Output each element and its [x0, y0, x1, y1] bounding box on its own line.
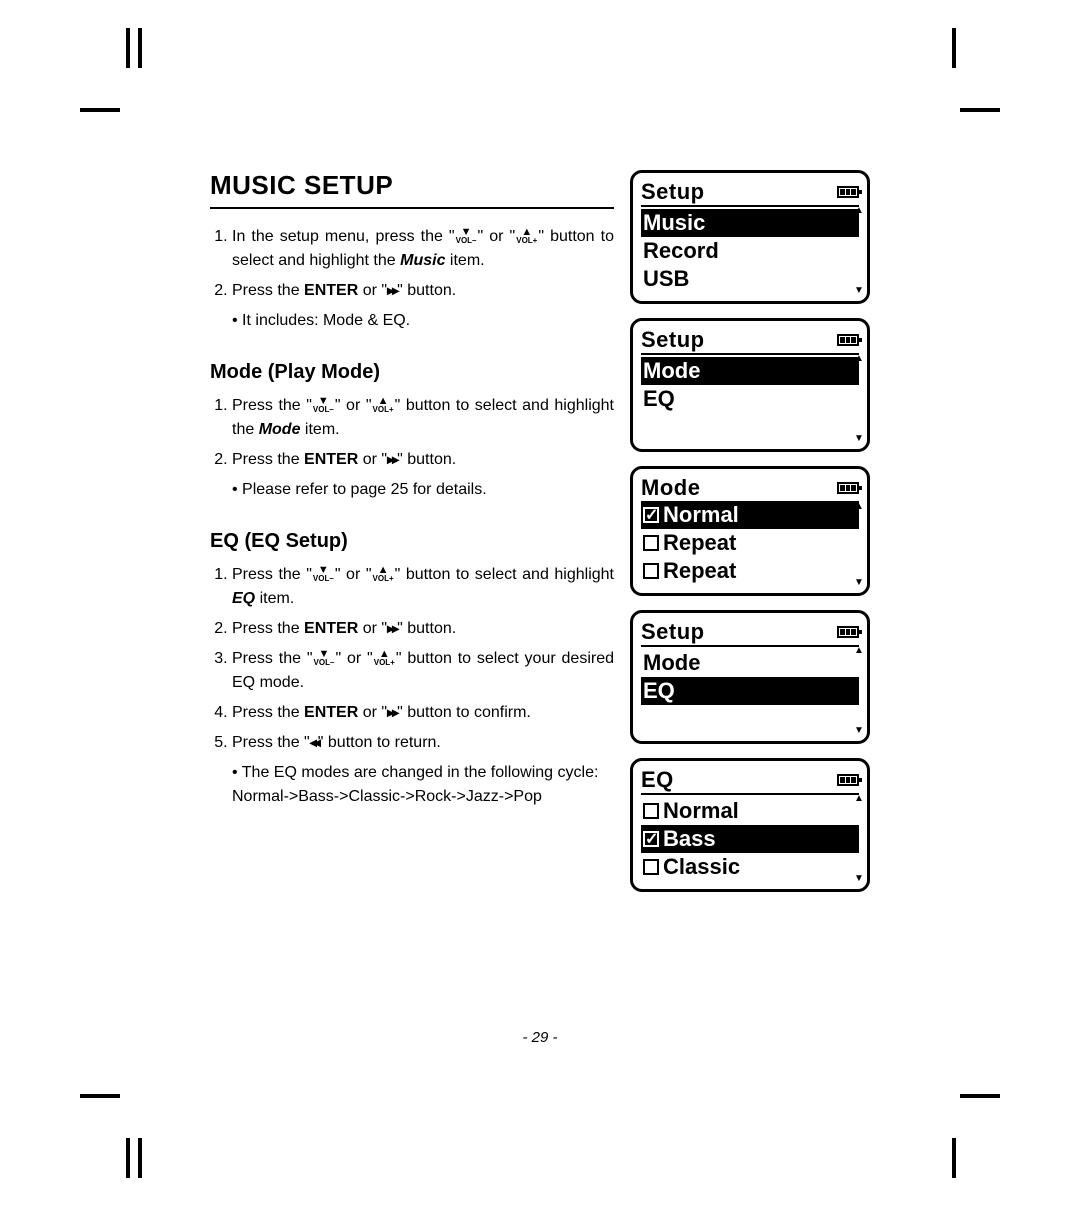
eq-heading: EQ (EQ Setup) [210, 530, 614, 553]
manual-page: MUSIC SETUP In the setup menu, press the… [210, 170, 870, 1056]
screen-row: Mode [641, 357, 859, 385]
screen-row-label: Normal [663, 502, 739, 528]
screen-title: Mode [641, 475, 700, 501]
battery-icon [837, 626, 859, 638]
screen-title: Setup [641, 327, 705, 353]
screen-row: Normal [641, 797, 859, 825]
screen-row: Record [641, 237, 859, 265]
intro-steps: In the setup menu, press the "▼VOL–" or … [210, 225, 614, 303]
screen-row-label: Classic [663, 854, 740, 880]
battery-icon [837, 186, 859, 198]
scrollbar: ▲▼ [854, 355, 862, 443]
intro-step-1: In the setup menu, press the "▼VOL–" or … [232, 225, 614, 273]
eq-step-4: Press the ENTER or "▸▸" button to confir… [232, 701, 614, 725]
screen-row-label: USB [643, 266, 689, 292]
eq-notes: The EQ modes are changed in the followin… [210, 761, 614, 809]
screen-row-label: Repeat [663, 530, 736, 556]
vol-up-icon: ▲VOL+ [373, 566, 394, 583]
screen-row: USB [641, 265, 859, 293]
vol-down-icon: ▼VOL– [314, 650, 335, 667]
screen-header: Mode [641, 475, 859, 501]
screen-row: EQ [641, 385, 859, 413]
screen-header: Setup [641, 179, 859, 207]
screen-row: Music [641, 209, 859, 237]
mode-note-1: Please refer to page 25 for details. [232, 478, 614, 502]
checkbox-icon [643, 859, 659, 875]
screen-row: Classic [641, 853, 859, 881]
eq-note-1: The EQ modes are changed in the followin… [232, 761, 614, 809]
ff-icon: ▸▸ [387, 704, 397, 720]
vol-up-icon: ▲VOL+ [373, 397, 394, 414]
checkbox-icon [643, 563, 659, 579]
ff-icon: ▸▸ [387, 451, 397, 467]
scrollbar: ▲▼ [854, 647, 862, 735]
screen-row-label: Mode [643, 650, 700, 676]
mode-steps: Press the "▼VOL–" or "▲VOL+" button to s… [210, 394, 614, 472]
device-screen: Setup ModeEQ ▲▼ [630, 318, 870, 452]
screens-column: SetupMusicRecordUSB▲▼SetupModeEQ ▲▼ModeN… [630, 170, 870, 1056]
mode-heading: Mode (Play Mode) [210, 361, 614, 384]
scrollbar: ▲▼ [854, 795, 862, 883]
checkbox-icon [643, 535, 659, 551]
eq-step-5: Press the "◂◂" button to return. [232, 731, 614, 755]
device-screen: Setup ModeEQ ▲▼ [630, 610, 870, 744]
screen-row: Mode [641, 649, 859, 677]
screen-row: Normal [641, 501, 859, 529]
screen-title: Setup [641, 619, 705, 645]
screen-header: Setup [641, 327, 859, 355]
eq-step-3: Press the "▼VOL–" or "▲VOL+" button to s… [232, 647, 614, 695]
rw-icon: ◂◂ [310, 734, 318, 750]
screen-row-label: Normal [663, 798, 739, 824]
eq-step-1: Press the "▼VOL–" or "▲VOL+" button to s… [232, 563, 614, 611]
screen-row-label: Bass [663, 826, 716, 852]
vol-down-icon: ▼VOL– [313, 397, 334, 414]
ff-icon: ▸▸ [387, 282, 397, 298]
screen-row: Repeat [641, 529, 859, 557]
checkbox-icon [643, 803, 659, 819]
screen-row: EQ [641, 677, 859, 705]
page-title: MUSIC SETUP [210, 170, 614, 209]
intro-note-1: It includes: Mode & EQ. [232, 309, 614, 333]
page-number: - 29 - [0, 1029, 1080, 1046]
battery-icon [837, 334, 859, 346]
screen-row-label: Repeat [663, 558, 736, 584]
eq-step-2: Press the ENTER or "▸▸" button. [232, 617, 614, 641]
screen-title: Setup [641, 179, 705, 205]
mode-step-1: Press the "▼VOL–" or "▲VOL+" button to s… [232, 394, 614, 442]
device-screen: EQ NormalBassClassic ▲▼ [630, 758, 870, 892]
mode-notes: Please refer to page 25 for details. [210, 478, 614, 502]
mode-step-2: Press the ENTER or "▸▸" button. [232, 448, 614, 472]
battery-icon [837, 482, 859, 494]
device-screen: Setup MusicRecordUSB ▲▼ [630, 170, 870, 304]
ff-icon: ▸▸ [387, 620, 397, 636]
screen-row-blank [641, 705, 859, 733]
vol-down-icon: ▼VOL– [313, 566, 334, 583]
device-screen: ModeNormalRepeatRepeat▲▼ [630, 466, 870, 596]
screen-row-label: Mode [643, 358, 700, 384]
screen-row: Bass [641, 825, 859, 853]
battery-icon [837, 774, 859, 786]
scrollbar: ▲▼ [854, 503, 862, 587]
intro-step-2: Press the ENTER or "▸▸" button. [232, 279, 614, 303]
checkbox-icon [643, 831, 659, 847]
vol-up-icon: ▲VOL+ [516, 228, 537, 245]
intro-notes: It includes: Mode & EQ. [210, 309, 614, 333]
vol-up-icon: ▲VOL+ [374, 650, 395, 667]
eq-steps: Press the "▼VOL–" or "▲VOL+" button to s… [210, 563, 614, 755]
checkbox-icon [643, 507, 659, 523]
screen-title: EQ [641, 767, 674, 793]
screen-row-label: EQ [643, 678, 675, 704]
screen-row-label: Music [643, 210, 705, 236]
scrollbar: ▲▼ [854, 207, 862, 295]
screen-row-label: EQ [643, 386, 675, 412]
screen-header: EQ [641, 767, 859, 795]
screen-row: Repeat [641, 557, 859, 585]
screen-header: Setup [641, 619, 859, 647]
screen-row-blank [641, 413, 859, 441]
screen-row-label: Record [643, 238, 719, 264]
vol-down-icon: ▼VOL– [456, 228, 477, 245]
text-column: MUSIC SETUP In the setup menu, press the… [210, 170, 630, 1056]
